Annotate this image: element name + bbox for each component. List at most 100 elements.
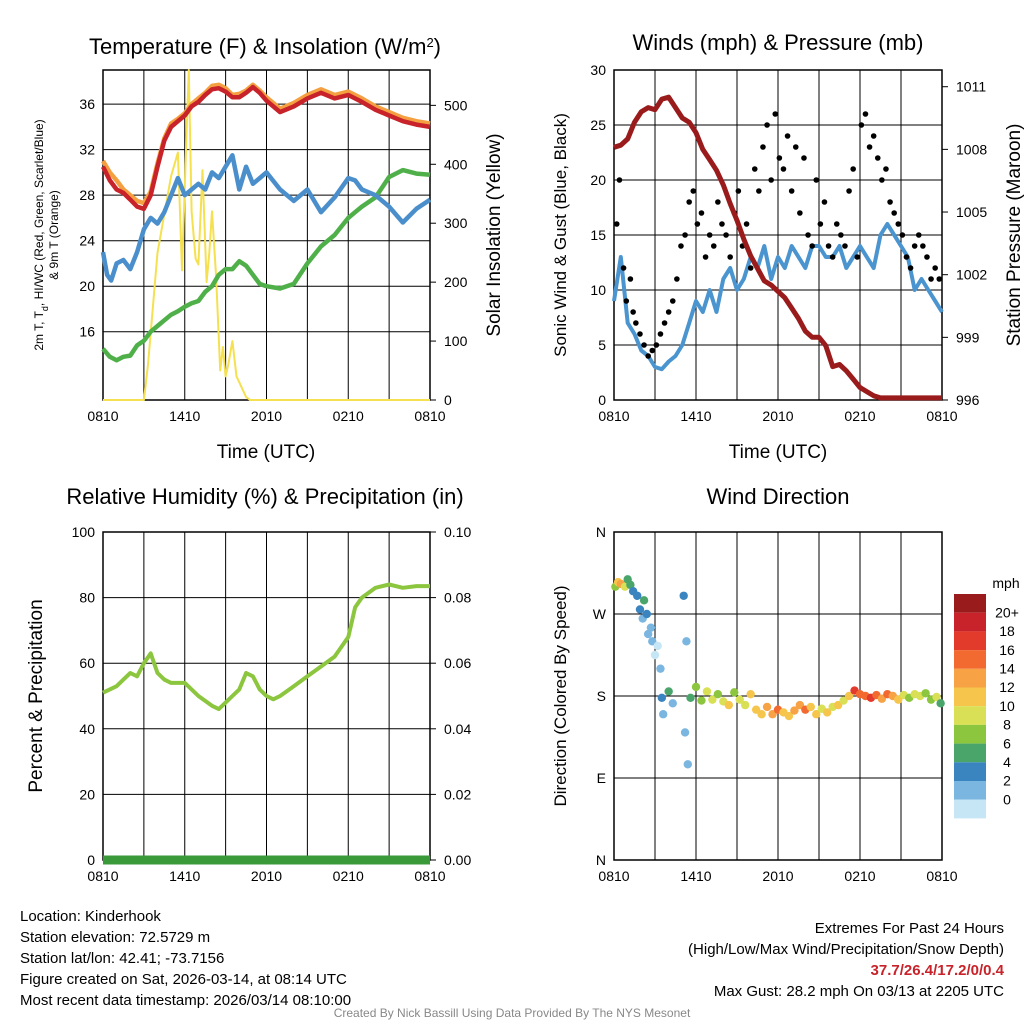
direction-point [757,710,766,719]
gust-point [678,243,684,249]
x-tick-label-2: 0810 [87,868,118,884]
credit-text: Created By Nick Bassill Using Data Provi… [333,1006,691,1020]
gust-point [879,177,885,183]
y2-tick-label-1: 996 [956,392,980,408]
direction-point [724,700,733,710]
gust-point [846,188,852,194]
y-tick-label-0: 28 [79,187,95,203]
gust-point [899,232,906,238]
gust-point [645,353,651,359]
legend-label: 4 [1003,754,1011,770]
gust-point [641,342,647,348]
gust-point [920,243,926,249]
legend-label: 14 [999,660,1015,676]
direction-point [646,623,656,632]
rh-title: Relative Humidity (%) & Precipitation (i… [66,484,463,509]
direction-point [921,689,930,698]
x-tick-label-3: 0810 [926,868,957,884]
extremes-values: 37.7/26.4/17.2/0/0.4 [870,962,1004,979]
gust-point [862,111,869,117]
series-line-station-pressure [613,94,942,401]
y2-tick-label-2: 0.00 [444,852,471,868]
wind-y2label: Station Pressure (Maroon) [1004,124,1024,347]
legend-swatch [954,743,986,763]
gust-point [883,166,889,172]
series-line-solar-insolation [103,69,430,401]
gust-point [838,232,844,238]
gust-point [630,309,636,315]
direction-point [657,693,667,703]
gust-point [805,232,811,238]
gust-point [633,320,639,326]
legend-swatch [954,650,986,669]
direction-point [639,596,649,605]
y2-tick-label-0: 0 [444,392,452,408]
gust-point [907,265,914,271]
temp-ylabel: 2m T, Td, HI/WC (Red, Green, Scarlet/Blu… [32,119,50,350]
x-tick-label-3: 2010 [762,868,793,884]
x-tick-label-2: 2010 [251,868,282,884]
x-tick-label-0: 0210 [333,408,364,424]
x-tick-label-2: 0810 [414,868,445,884]
y-tick-label-2: 80 [79,590,95,606]
y2-tick-label-1: 1005 [956,204,987,220]
gust-point [842,243,848,249]
gust-point [801,155,807,161]
gust-point [936,276,943,282]
gust-point [735,188,742,194]
temp-xlabel: Time (UTC) [217,442,316,463]
gust-point [727,254,733,260]
direction-point [656,664,665,673]
gust-point [715,199,721,205]
x-tick-label-3: 1410 [680,868,711,884]
direction-point [932,692,941,702]
y-tick-label-3: S [597,688,606,704]
direction-point [691,682,701,692]
y2-tick-label-1: 1008 [956,141,987,157]
gust-point [698,210,705,216]
direction-point [730,688,739,697]
direction-point [680,728,690,737]
wind-title: Winds (mph) & Pressure (mb) [633,30,924,55]
extremes-title: Extremes For Past 24 Hours [814,920,1004,937]
legend-swatch [954,631,986,651]
y2-tick-label-2: 0.10 [444,524,471,540]
gust-point [649,347,656,354]
gust-point [723,232,729,238]
gust-point [833,221,840,227]
plot-frame-1 [613,69,943,401]
y2-tick-label-2: 0.06 [444,655,471,671]
gust-point [911,243,918,249]
legend-label: 18 [999,623,1015,639]
gust-point [764,122,770,128]
y-tick-label-3: N [596,524,606,540]
legend-label: 12 [999,679,1015,695]
legend-swatch [954,668,986,688]
direction-point [679,591,688,600]
rh-ylabel: Percent & Precipitation [26,599,47,792]
gust-point [821,199,828,205]
dir-legend-title: mph [992,575,1019,591]
gust-point [850,166,856,172]
y-tick-label-0: 32 [79,142,95,158]
y-tick-label-0: 36 [79,96,95,112]
gust-point [686,199,692,205]
gust-point [932,265,938,271]
legend-label: 16 [999,642,1015,658]
gust-point [682,232,688,238]
gust-point [788,188,795,194]
legend-label: 20+ [995,604,1019,620]
y2-tick-label-2: 0.08 [444,590,471,606]
x-tick-label-3: 0810 [598,868,629,884]
direction-point [683,760,692,769]
gust-point [719,221,725,227]
y2-tick-label-1: 999 [956,329,980,345]
gust-point [784,133,791,139]
y-tick-label-1: 25 [590,117,606,133]
y-tick-label-1: 20 [590,172,606,188]
legend-label: 10 [999,698,1015,714]
legend-swatch [954,781,986,800]
x-tick-label-3: 0210 [844,868,875,884]
max-gust-text: Max Gust: 28.2 mph On 03/13 at 2205 UTC [713,983,1004,1000]
